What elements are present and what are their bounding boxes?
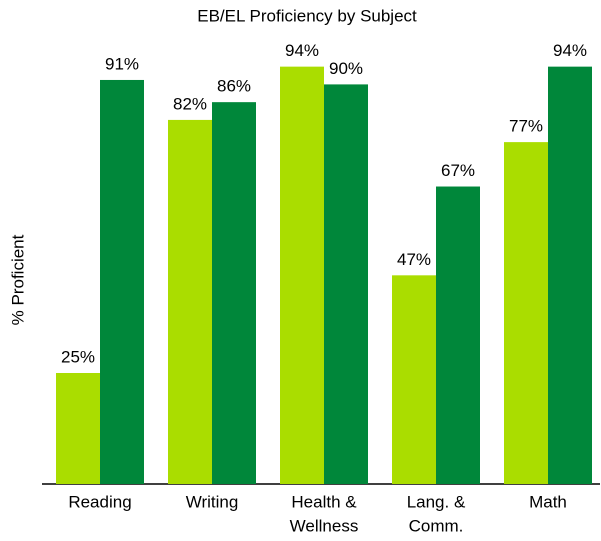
x-tick-label: Wellness xyxy=(290,516,359,535)
value-label: 90% xyxy=(329,59,363,78)
x-tick-label: Health & xyxy=(291,492,357,511)
y-axis-label: % Proficient xyxy=(8,234,27,325)
bar xyxy=(436,186,480,484)
value-label: 91% xyxy=(105,54,139,73)
value-label: 94% xyxy=(553,41,587,60)
value-label: 94% xyxy=(285,41,319,60)
x-tick-label: Reading xyxy=(68,492,131,511)
bar xyxy=(280,66,324,484)
x-tick-label: Writing xyxy=(186,492,239,511)
value-label: 77% xyxy=(509,117,543,136)
bar xyxy=(548,66,592,484)
x-tick-label: Lang. & xyxy=(407,492,466,511)
bar xyxy=(168,119,212,485)
bar xyxy=(504,142,548,484)
bar xyxy=(56,373,100,484)
bar xyxy=(324,84,368,485)
chart-title: EB/EL Proficiency by Subject xyxy=(197,6,417,25)
bar xyxy=(212,102,256,484)
x-tick-label: Math xyxy=(529,492,567,511)
value-label: 67% xyxy=(441,161,475,180)
value-label: 82% xyxy=(173,94,207,113)
bar xyxy=(100,79,144,485)
value-label: 86% xyxy=(217,77,251,96)
value-label: 47% xyxy=(397,250,431,269)
value-label: 25% xyxy=(61,347,95,366)
x-tick-label: Comm. xyxy=(409,516,464,535)
bar xyxy=(392,275,436,484)
